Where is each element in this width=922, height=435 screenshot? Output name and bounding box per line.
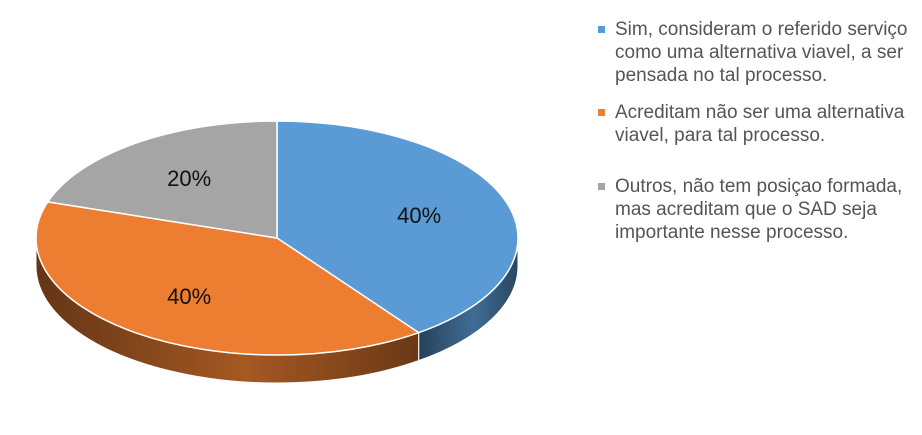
legend-item-nao: Acreditam não ser uma alternativa viavel… [598,101,918,147]
pie-slice-outros [47,120,278,239]
data-label-outros: 20% [167,166,212,192]
legend-swatch-outros [598,183,605,190]
pie-slices [35,120,519,356]
legend-swatch-sim [598,26,605,33]
data-label-sim: 40% [397,202,442,228]
pie-slice-nao [35,201,420,356]
legend-label-outros: Outros, não tem posiçao formada, mas acr… [615,176,903,243]
legend: Sim, consideram o referido serviço como … [598,18,918,244]
legend-label-sim: Sim, consideram o referido serviço como … [615,19,908,86]
legend-item-sim: Sim, consideram o referido serviço como … [598,18,918,87]
data-label-nao: 40% [167,283,212,309]
legend-item-outros: Outros, não tem posiçao formada, mas acr… [598,175,918,244]
legend-label-nao: Acreditam não ser uma alternativa viavel… [615,102,905,146]
pie-slice-sim [276,120,519,334]
legend-swatch-nao [598,109,605,116]
